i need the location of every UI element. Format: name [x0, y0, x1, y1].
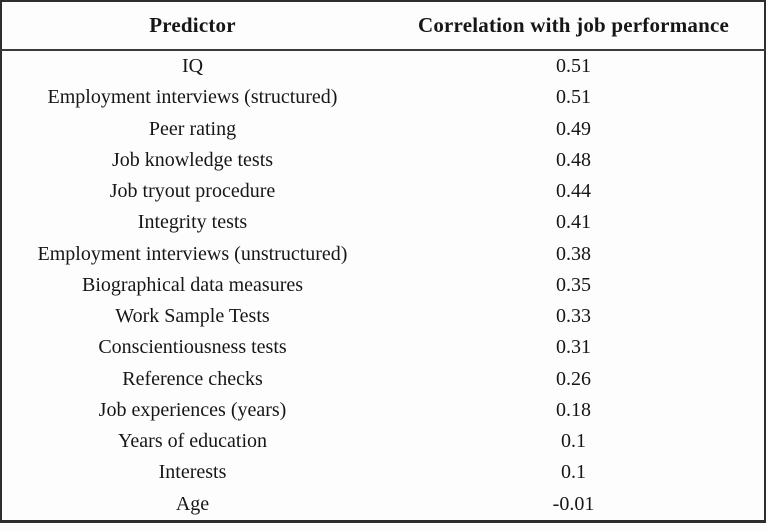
- table-row: Conscientiousness tests 0.31: [1, 332, 765, 363]
- header-row: Predictor Correlation with job performan…: [1, 1, 765, 51]
- predictor-cell: Job tryout procedure: [109, 180, 276, 203]
- table-row: Work Sample Tests 0.33: [1, 301, 765, 332]
- column-header-predictor: Predictor: [1, 1, 383, 51]
- table-row: Employment interviews (structured) 0.51: [1, 82, 765, 113]
- predictor-cell: Years of education: [117, 430, 268, 453]
- correlation-cell: 0.41: [556, 211, 591, 234]
- table-row: Reference checks 0.26: [1, 364, 765, 395]
- predictor-cell: Biographical data measures: [81, 273, 304, 296]
- table-header: Predictor Correlation with job performan…: [1, 1, 765, 51]
- correlation-cell: 0.49: [556, 117, 591, 140]
- correlation-cell: 0.31: [556, 336, 591, 359]
- table-row: Job tryout procedure 0.44: [1, 176, 765, 207]
- table-row: Job knowledge tests 0.48: [1, 145, 765, 176]
- correlation-cell: 0.51: [556, 55, 591, 78]
- predictor-cell: Work Sample Tests: [115, 305, 270, 328]
- correlation-cell: 0.51: [556, 86, 591, 109]
- predictor-cell: Employment interviews (structured): [47, 86, 338, 109]
- correlation-cell: 0.1: [561, 461, 586, 484]
- table-body: IQ 0.51 Employment interviews (structured)…: [1, 50, 765, 522]
- predictor-cell: Peer rating: [148, 117, 237, 140]
- correlation-cell: 0.38: [556, 242, 591, 265]
- correlation-cell: 0.44: [556, 180, 591, 203]
- table-row: Biographical data measures 0.35: [1, 270, 765, 301]
- table-row: Interests 0.1: [1, 457, 765, 488]
- correlation-cell: 0.35: [556, 273, 591, 296]
- predictor-cell: IQ: [181, 55, 204, 78]
- table-row: Integrity tests 0.41: [1, 207, 765, 238]
- predictor-cell: Age: [175, 492, 210, 515]
- column-header-correlation: Correlation with job performance: [383, 1, 765, 51]
- correlation-cell: 0.26: [556, 367, 591, 390]
- table-row: Employment interviews (unstructured) 0.38: [1, 239, 765, 270]
- predictor-cell: Job knowledge tests: [111, 148, 274, 171]
- predictor-cell: Conscientiousness tests: [98, 336, 287, 359]
- predictor-cell: Employment interviews (unstructured): [37, 242, 348, 265]
- correlation-cell: 0.33: [556, 305, 591, 328]
- correlation-cell: 0.18: [556, 398, 591, 421]
- predictor-cell: Reference checks: [122, 367, 263, 390]
- table-row: Peer rating 0.49: [1, 114, 765, 145]
- correlation-cell: 0.48: [556, 148, 591, 171]
- predictor-cell: Integrity tests: [137, 211, 248, 234]
- table-row: IQ 0.51: [1, 50, 765, 82]
- table-row: Years of education 0.1: [1, 426, 765, 457]
- predictor-cell: Interests: [158, 461, 227, 484]
- predictor-cell: Job experiences (years): [98, 398, 287, 421]
- table-row: Job experiences (years) 0.18: [1, 395, 765, 426]
- table-row: Age -0.01: [1, 489, 765, 522]
- correlation-cell: -0.01: [552, 492, 595, 515]
- correlation-cell: 0.1: [561, 430, 586, 453]
